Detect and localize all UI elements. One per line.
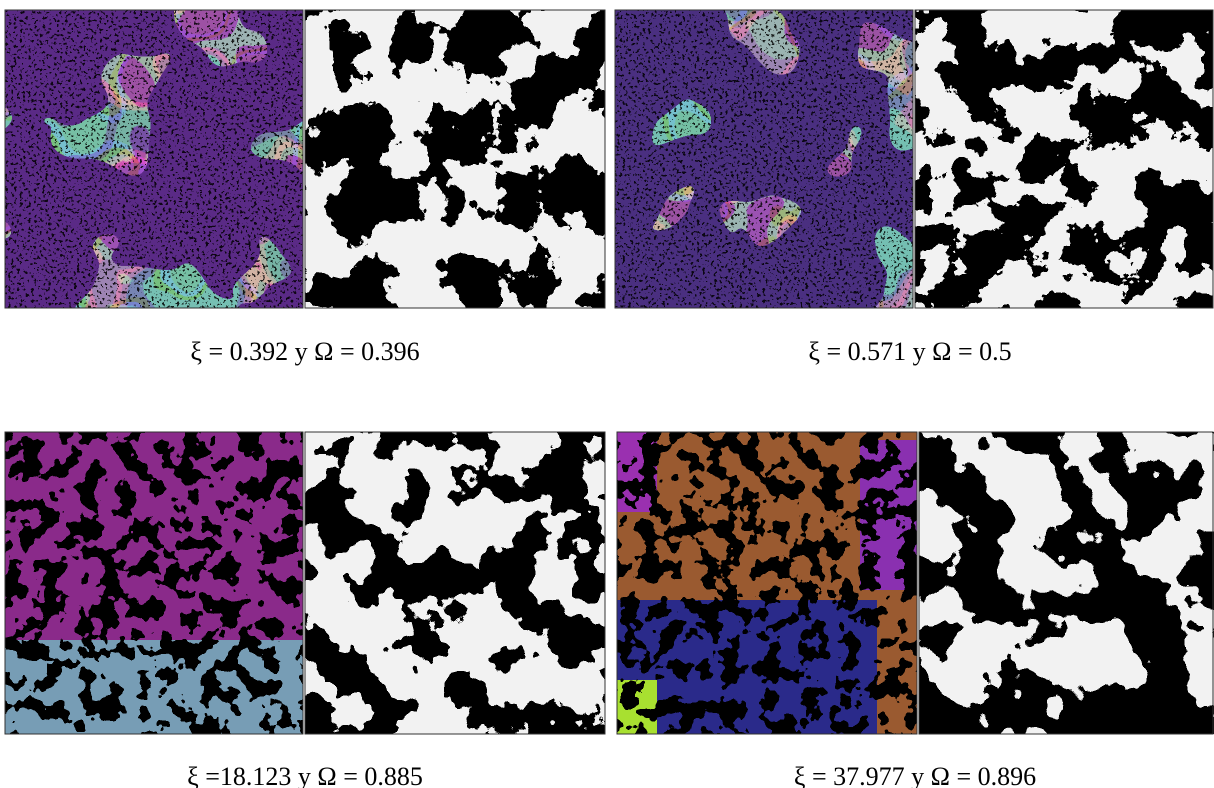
- cluster-map-image: [617, 432, 917, 734]
- panel: ξ = 0.571 y Ω = 0.5: [615, 10, 1213, 366]
- spanning-cluster-image: [305, 432, 605, 734]
- panel: ξ = 0.392 y Ω = 0.396: [5, 10, 605, 366]
- spanning-cluster-image: [919, 432, 1214, 734]
- page: ξ = 0.392 y Ω = 0.396 ξ = 0.571 y Ω = 0.…: [0, 0, 1214, 788]
- caption: ξ = 37.977 y Ω = 0.896: [794, 762, 1036, 788]
- panel: ξ =18.123 y Ω = 0.885: [5, 432, 605, 788]
- spanning-cluster-image: [305, 10, 605, 308]
- spanning-cluster-image: [915, 10, 1213, 308]
- cluster-map-image: [615, 10, 913, 308]
- panel: ξ = 37.977 y Ω = 0.896: [617, 432, 1214, 788]
- caption: ξ =18.123 y Ω = 0.885: [187, 762, 423, 788]
- caption: ξ = 0.392 y Ω = 0.396: [190, 337, 419, 366]
- cluster-map-image: [5, 10, 303, 308]
- cluster-map-image: [5, 432, 303, 734]
- figure: ξ = 0.392 y Ω = 0.396 ξ = 0.571 y Ω = 0.…: [0, 0, 1214, 788]
- caption: ξ = 0.571 y Ω = 0.5: [808, 337, 1011, 366]
